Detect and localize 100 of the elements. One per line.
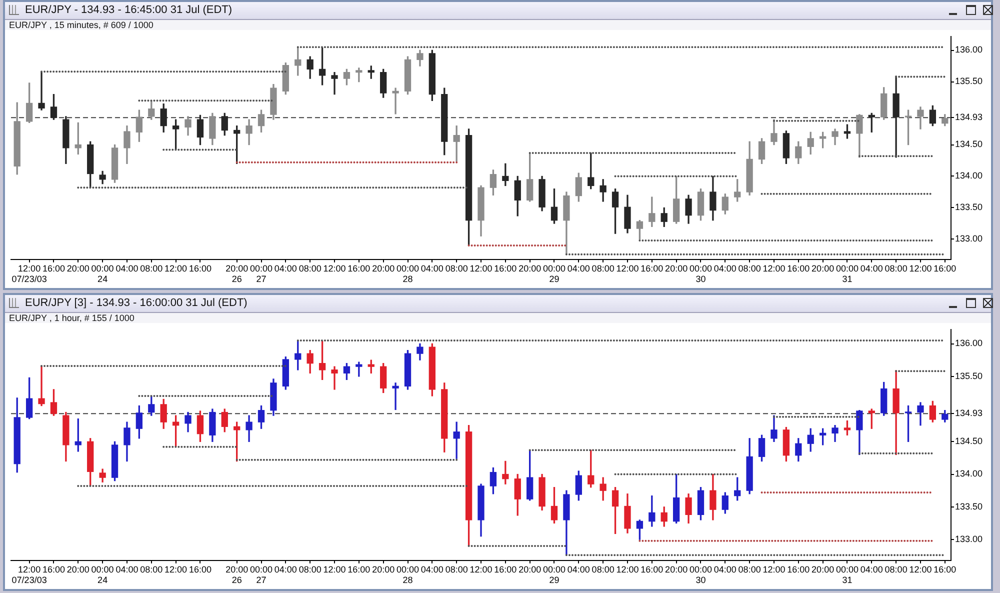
x-tick-label: 16:00 — [787, 263, 810, 274]
x-tick-label: 20:00 — [518, 564, 542, 574]
x-tick-label: 16:00 — [42, 263, 65, 274]
y-tick-label: 135.50 — [955, 370, 983, 381]
x-tick-label: 20:00 — [665, 564, 688, 574]
x-tick-label: 00:00 30 — [689, 564, 712, 586]
x-tick-label: 16:00 — [188, 263, 212, 274]
x-tick-label: 00:00 28 — [396, 564, 420, 586]
x-tick-label: 16:00 — [934, 263, 956, 274]
x-tick-label: 00:00 31 — [836, 263, 858, 284]
x-tick-label: 12:00 — [909, 564, 932, 574]
x-tick-label: 12:00 — [470, 564, 492, 574]
x-tick-label: 16:00 — [640, 263, 664, 274]
y-tick-label: 134.93 — [955, 408, 983, 418]
x-tick-label: 04:00 — [116, 564, 138, 574]
x-tick-label: 20:00 — [518, 263, 542, 274]
x-tick-label: 16:00 — [640, 564, 664, 574]
x-tick-label: 08:00 — [140, 564, 163, 574]
x-tick-label: 20:00 — [812, 564, 834, 574]
x-tick-label: 12:00 — [762, 263, 786, 274]
x-tick-label: 20:00 — [372, 564, 395, 574]
x-tick-label: 00:00 30 — [689, 263, 712, 284]
x-tick-label: 16:00 — [188, 564, 212, 574]
x-tick-label: 00:00 24 — [91, 564, 114, 586]
x-tick-label: 20:00 — [66, 564, 90, 574]
candlestick — [392, 88, 399, 114]
candlestick — [331, 366, 338, 390]
y-tick-label: 134.50 — [955, 139, 983, 150]
x-tick-label: 08:00 — [738, 263, 761, 274]
x-tick-label: 20:00 26 — [226, 564, 248, 586]
x-tick-label: 00:00 24 — [91, 263, 114, 284]
candlestick — [356, 68, 362, 82]
x-tick-label: 20:00 — [66, 263, 90, 274]
x-tick-label: 20:00 — [665, 263, 688, 274]
x-tick-label: 20:00 26 — [226, 263, 248, 284]
x-tick-label: 04:00 — [860, 564, 883, 574]
x-tick-label: 16:00 — [348, 564, 370, 574]
x-tick-label: 04:00 — [420, 263, 444, 274]
x-tick-label: 00:00 27 — [250, 564, 273, 586]
x-tick-label: 16:00 — [787, 564, 810, 574]
x-tick-label: 12:00 — [470, 263, 492, 274]
x-tick-label: 08:00 — [592, 564, 614, 574]
x-tick-label: 08:00 — [298, 564, 322, 574]
x-tick-label: 12:00 — [323, 564, 346, 574]
x-tick-label: 04:00 — [567, 263, 590, 274]
y-tick-label: 136.00 — [955, 44, 983, 55]
x-tick-label: 08:00 — [592, 263, 614, 274]
x-tick-label: 04:00 — [714, 263, 736, 274]
x-tick-label: 04:00 — [420, 564, 444, 574]
x-tick-label: 08:00 — [445, 564, 468, 574]
y-tick-label: 134.00 — [955, 170, 983, 181]
x-tick-label: 12:00 — [909, 263, 932, 274]
x-tick-label: 00:00 29 — [542, 263, 566, 284]
x-tick-label: 20:00 — [812, 263, 834, 274]
x-tick-label: 00:00 28 — [396, 263, 420, 284]
candlestick — [356, 362, 362, 377]
x-tick-label: 00:00 27 — [250, 263, 273, 284]
x-tick-label: 00:00 31 — [836, 564, 858, 586]
x-tick-label: 16:00 — [934, 564, 956, 574]
x-tick-label: 12:00 — [164, 263, 188, 274]
x-tick-label: 08:00 — [140, 263, 163, 274]
x-tick-label: 04:00 — [860, 263, 883, 274]
x-tick-label: 16:00 — [494, 564, 517, 574]
x-tick-label: 12:00 — [323, 263, 346, 274]
x-tick-label: 04:00 — [714, 564, 736, 574]
x-tick-label: 04:00 — [274, 564, 297, 574]
y-tick-label: 133.00 — [955, 234, 983, 244]
x-tick-label: 00:00 29 — [542, 564, 566, 586]
chart-title: EUR/JPY [3] - 134.93 - 16:00:00 31 Jul (EDT) — [25, 297, 248, 309]
y-tick-label: 136.00 — [955, 338, 983, 348]
x-tick-label: 12:00 — [762, 564, 786, 574]
candlestick — [38, 71, 45, 110]
x-tick-label: 04:00 — [116, 263, 138, 274]
y-tick-label: 135.50 — [955, 76, 983, 86]
y-tick-label: 133.00 — [955, 534, 983, 544]
y-tick-label: 134.93 — [955, 112, 983, 122]
chart-title: EUR/JPY - 134.93 - 16:45:00 31 Jul (EDT) — [25, 4, 232, 16]
x-tick-label: 08:00 — [738, 564, 761, 574]
x-tick-label: 04:00 — [274, 263, 297, 274]
candlestick — [331, 72, 338, 95]
x-tick-label: 12:00 — [616, 263, 639, 274]
y-tick-label: 133.50 — [955, 501, 983, 512]
candlestick — [392, 382, 399, 410]
chart-subtitle: EUR/JPY , 1 hour, # 155 / 1000 — [8, 313, 136, 323]
x-tick-label: 20:00 — [372, 263, 395, 274]
x-tick-label: 12:00 — [616, 564, 639, 574]
x-tick-label: 08:00 — [298, 263, 322, 274]
chart-subtitle: EUR/JPY , 15 minutes, # 609 / 1000 — [8, 20, 154, 30]
y-tick-label: 134.50 — [955, 436, 983, 446]
y-tick-label: 133.50 — [955, 202, 983, 212]
candlestick — [38, 366, 45, 406]
x-tick-label: 04:00 — [567, 564, 590, 574]
y-tick-label: 134.00 — [955, 468, 983, 479]
x-tick-label: 08:00 — [445, 263, 468, 274]
x-tick-label: 16:00 — [494, 263, 517, 274]
x-tick-label: 08:00 — [884, 564, 908, 574]
x-tick-label: 08:00 — [884, 263, 908, 274]
x-tick-label: 12:00 — [164, 564, 188, 574]
x-tick-label: 16:00 — [42, 564, 65, 574]
x-tick-label: 16:00 — [348, 263, 370, 274]
